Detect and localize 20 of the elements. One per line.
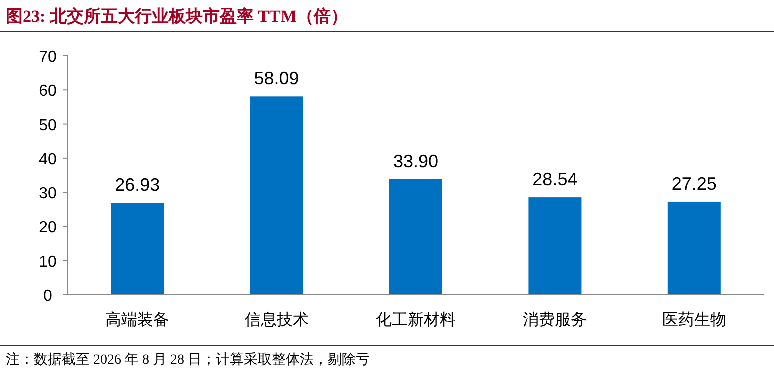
y-tick-label: 60: [39, 83, 57, 100]
y-tick-label: 20: [39, 220, 57, 237]
chart-title: 图23: 北交所五大行业板块市盈率 TTM（倍）: [6, 7, 348, 26]
data-label: 33.90: [393, 151, 439, 172]
y-tick-label: 30: [39, 186, 57, 203]
x-tick-label: 医药生物: [662, 311, 726, 329]
y-tick-label: 70: [39, 49, 57, 66]
data-label: 27.25: [672, 174, 717, 194]
y-tick-label: 10: [39, 254, 57, 271]
x-tick-label: 信息技术: [244, 311, 309, 329]
x-tick-label: 高端装备: [106, 311, 170, 329]
data-label: 58.09: [254, 68, 300, 89]
text: 注：数据截至 2026 年 8 月 28 日；计算采取整体法，剔除亏: [6, 352, 370, 368]
x-tick-label: 消费服务: [523, 311, 588, 329]
y-tick-label: 0: [44, 288, 53, 305]
y-tick-label: 40: [39, 151, 57, 168]
y-tick-label: 50: [39, 117, 57, 134]
data-label: 28.54: [532, 170, 578, 190]
data-label: 26.93: [115, 175, 160, 196]
x-tick-label: 化工新材料: [376, 311, 456, 329]
